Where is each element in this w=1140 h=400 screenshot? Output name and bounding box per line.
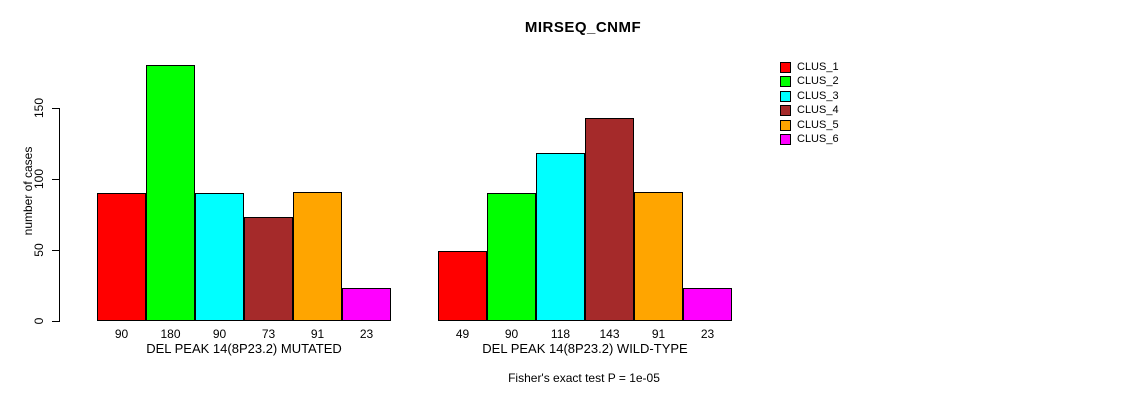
bar-value-label: 118: [550, 327, 571, 341]
bar-value-label: 143: [599, 327, 620, 341]
legend-label: CLUS_2: [797, 75, 839, 88]
bar-value-label: 90: [114, 327, 129, 341]
y-tick-label: 150: [32, 97, 46, 119]
y-tick-label: 0: [32, 317, 46, 325]
x-group-label: DEL PEAK 14(8P23.2) MUTATED: [146, 341, 342, 356]
legend-label: CLUS_1: [797, 61, 839, 73]
bar: [634, 191, 683, 321]
bar: [683, 288, 732, 321]
y-tick-mark: [52, 179, 59, 180]
legend-label: CLUS_3: [797, 89, 839, 102]
bar: [585, 117, 634, 321]
legend-swatch: [780, 105, 791, 117]
bar: [146, 65, 195, 321]
bar-value-label: 73: [261, 327, 276, 341]
bar: [293, 191, 342, 321]
legend-swatch: [780, 134, 791, 145]
bar: [97, 193, 146, 321]
y-tick-label: 50: [32, 243, 46, 257]
legend-swatch: [780, 62, 791, 73]
y-tick-mark: [52, 250, 59, 251]
legend-label: CLUS_5: [797, 118, 839, 131]
legend-label: CLUS_4: [797, 104, 839, 117]
bar: [342, 288, 391, 321]
bar: [195, 193, 244, 321]
bar-value-label: 91: [310, 327, 325, 341]
bar-value-label: 23: [700, 327, 715, 341]
bar: [487, 193, 536, 321]
y-tick-mark: [52, 108, 59, 109]
bar-value-label: 91: [651, 327, 666, 341]
bar: [438, 251, 487, 321]
x-group-label: DEL PEAK 14(8P23.2) WILD-TYPE: [482, 341, 688, 356]
bar-value-label: 23: [359, 327, 374, 341]
legend-swatch: [780, 119, 791, 131]
bar-value-label: 90: [212, 327, 227, 341]
legend-label: CLUS_6: [797, 133, 839, 145]
bar-value-label: 90: [504, 327, 519, 341]
y-tick-label: 100: [32, 168, 46, 190]
bar-value-label: 180: [160, 327, 181, 341]
y-tick-mark: [52, 321, 59, 322]
legend-swatch: [780, 90, 791, 102]
chart-title: MIRSEQ_CNMF: [524, 19, 642, 36]
y-axis-line: [59, 108, 60, 322]
bar: [536, 153, 585, 321]
bar: [244, 217, 293, 321]
legend-swatch: [780, 76, 791, 88]
bar-value-label: 49: [455, 327, 470, 341]
annotation-text: Fisher's exact test P = 1e-05: [508, 371, 660, 385]
